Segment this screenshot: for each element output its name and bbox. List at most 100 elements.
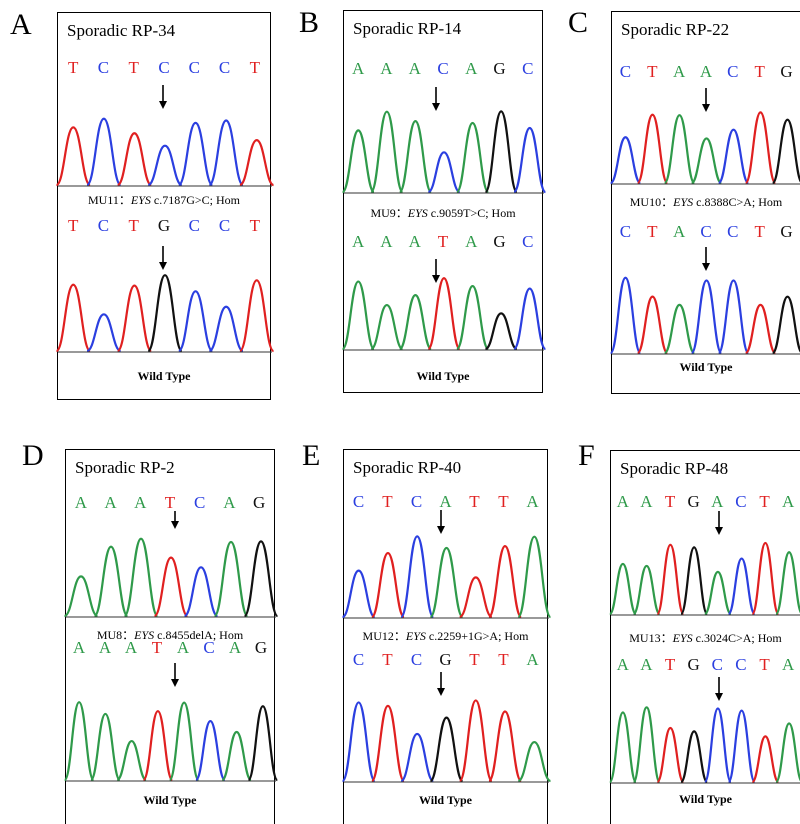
base-letter: T xyxy=(647,62,658,81)
base-letter: A xyxy=(223,493,236,512)
trace-peak-T xyxy=(370,551,406,619)
panel-title: Sporadic RP-34 xyxy=(67,21,176,40)
trace-peak-A xyxy=(774,551,800,616)
base-letter: C xyxy=(97,58,110,77)
trace-peak-C xyxy=(208,305,244,353)
trace-peak-A xyxy=(663,114,696,185)
trace-peak-C xyxy=(341,569,376,619)
trace-peak-A xyxy=(341,129,376,194)
trace-peak-T xyxy=(656,543,685,616)
mutation-arrow xyxy=(714,511,724,535)
base-letter: T xyxy=(249,58,261,77)
base-letter: A xyxy=(465,59,478,78)
base-letter: A xyxy=(380,59,393,78)
trace-peak-A xyxy=(341,280,376,351)
mutation-id: MU12： xyxy=(362,629,406,643)
trace-peak-A xyxy=(429,546,464,619)
base-letter: G xyxy=(157,216,171,235)
mutation-arrow xyxy=(158,85,168,109)
base-letter: G xyxy=(493,232,506,251)
panel-letter-c: C xyxy=(568,6,589,39)
chromatogram-trace xyxy=(609,111,800,185)
trace-peak-A xyxy=(89,712,121,782)
base-letter: A xyxy=(782,492,795,511)
base-letter: A xyxy=(104,493,117,512)
gene-name: EYS xyxy=(130,193,151,207)
trace-peak-T xyxy=(239,139,275,187)
base-letter: T xyxy=(498,650,509,669)
trace-peak-G xyxy=(484,110,518,194)
mutation-id: MU8： xyxy=(96,628,135,642)
base-letter: C xyxy=(700,222,712,241)
trace-peak-C xyxy=(177,121,214,187)
trace-peak-T xyxy=(427,277,461,351)
trace-peak-G xyxy=(679,730,709,784)
mutation-caption: MU10：EYS c.8388C>A; Hom xyxy=(612,193,800,210)
base-letter: C xyxy=(158,58,170,77)
base-letter: C xyxy=(188,58,200,77)
base-letter: C xyxy=(218,216,231,235)
trace-peak-A xyxy=(168,701,200,782)
base-letter: C xyxy=(410,650,423,669)
trace-peak-A xyxy=(370,303,404,351)
base-letter: T xyxy=(382,492,393,511)
gene-name: EYS xyxy=(407,206,428,220)
base-letter: T xyxy=(437,232,449,251)
mutation-arrow xyxy=(158,246,168,270)
panel-letter-a: A xyxy=(10,8,32,41)
mutation-caption: MU11：EYS c.7187G>C; Hom xyxy=(58,191,270,208)
base-letter: A xyxy=(98,638,112,657)
chromatogram-trace xyxy=(341,110,547,194)
base-letter: C xyxy=(522,59,534,78)
mutation-id: MU10： xyxy=(629,195,674,209)
base-letter: C xyxy=(619,62,632,81)
mutation-id: MU13： xyxy=(629,631,673,645)
base-letter: C xyxy=(352,650,365,669)
base-letter: C xyxy=(218,58,231,77)
trace-peak-G xyxy=(147,274,183,353)
base-letter: T xyxy=(151,638,163,657)
wild-type-label: Wild Type xyxy=(679,360,733,374)
trace-peak-C xyxy=(609,276,642,355)
panel-letter-f: F xyxy=(578,439,595,472)
base-letter: A xyxy=(408,59,421,78)
trace-peak-C xyxy=(86,313,122,353)
mutation-arrow xyxy=(431,259,441,283)
panel-title: Sporadic RP-40 xyxy=(353,458,462,477)
trace-peak-C xyxy=(512,126,547,194)
base-letter: A xyxy=(124,638,138,657)
base-letter: G xyxy=(254,638,268,657)
base-letter: A xyxy=(640,492,653,511)
base-letter: G xyxy=(687,492,700,511)
trace-peak-C xyxy=(727,557,756,616)
chromatogram-trace xyxy=(608,706,800,784)
wild-type-label: Wild Type xyxy=(416,369,470,383)
base-letter: C xyxy=(727,222,739,241)
base-letter: A xyxy=(526,650,539,669)
base-letter: A xyxy=(699,62,713,81)
chromatogram-trace xyxy=(63,537,279,618)
base-letter: C xyxy=(735,492,747,511)
mutation-id: MU9： xyxy=(370,206,408,220)
trace-peak-A xyxy=(221,730,253,782)
base-letter: C xyxy=(437,59,449,78)
mutation-caption: MU12：EYS c.2259+1G>A; Hom xyxy=(344,627,547,644)
trace-peak-A xyxy=(632,706,661,784)
trace-peak-T xyxy=(458,699,493,783)
chromatogram-trace xyxy=(608,541,800,616)
trace-peak-C xyxy=(400,732,435,783)
trace-peak-T xyxy=(656,726,685,784)
base-letter: C xyxy=(619,222,632,241)
base-letter: A xyxy=(408,232,421,251)
base-letter: A xyxy=(380,232,393,251)
chromatogram-trace xyxy=(55,117,275,187)
base-letter: T xyxy=(469,650,480,669)
